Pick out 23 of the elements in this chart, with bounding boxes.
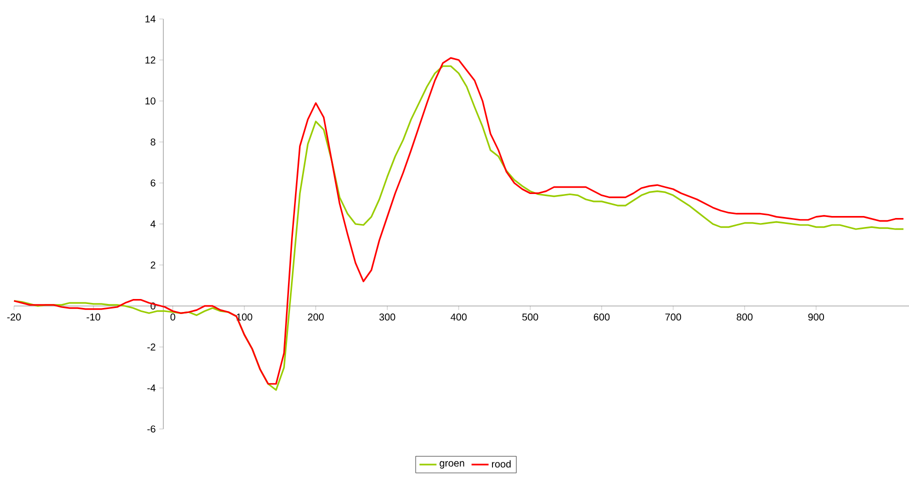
- x-tick-label: 200: [308, 314, 324, 321]
- x-tick-label: 600: [594, 314, 610, 321]
- x-tick-label: 900: [808, 314, 824, 321]
- y-tick-label: 6: [150, 179, 156, 187]
- x-tick-label: 500: [522, 314, 538, 321]
- x-tick-label: 800: [736, 314, 753, 321]
- x-tick-label: -20: [7, 314, 21, 321]
- y-tick-label: -2: [147, 344, 156, 350]
- y-tick-label: 14: [145, 16, 156, 22]
- x-tick-label: 300: [379, 314, 396, 321]
- x-tick-label: 700: [665, 314, 682, 321]
- y-tick-label: 10: [145, 97, 156, 105]
- x-tick-label: -10: [86, 314, 100, 321]
- y-tick-label: -4: [147, 384, 156, 392]
- x-tick-label: 400: [450, 314, 467, 321]
- y-tick-label: 8: [150, 138, 156, 146]
- legend-label: rood: [492, 460, 511, 468]
- y-tick-label: 12: [145, 56, 156, 64]
- y-tick-label: -6: [147, 425, 156, 433]
- x-tick-label: 0: [170, 314, 176, 321]
- y-tick-label: 4: [150, 220, 156, 228]
- legend-label: groen: [440, 461, 464, 469]
- y-tick-label: 2: [150, 262, 156, 268]
